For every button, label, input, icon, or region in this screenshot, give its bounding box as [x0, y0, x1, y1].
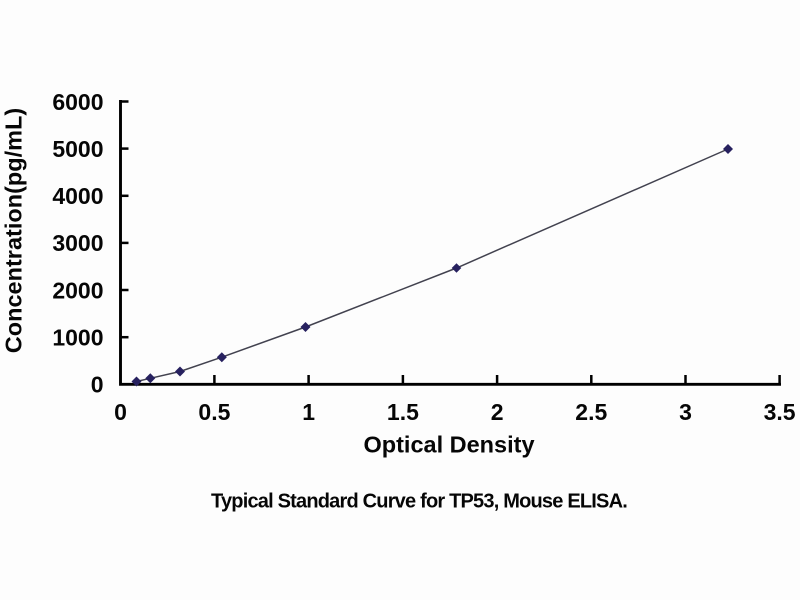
svg-text:0: 0 — [91, 372, 104, 398]
svg-text:3: 3 — [679, 399, 692, 425]
svg-text:Optical Density: Optical Density — [363, 432, 534, 458]
svg-text:6000: 6000 — [52, 89, 103, 115]
svg-text:Typical Standard Curve for TP5: Typical Standard Curve for TP53, Mouse E… — [211, 491, 627, 513]
svg-text:0.5: 0.5 — [198, 399, 230, 425]
svg-text:2000: 2000 — [52, 277, 103, 303]
svg-text:0: 0 — [114, 399, 127, 425]
svg-text:1: 1 — [302, 399, 315, 425]
svg-text:4000: 4000 — [52, 183, 103, 209]
svg-text:Concentration(pg/mL): Concentration(pg/mL) — [1, 108, 27, 353]
svg-text:2: 2 — [491, 399, 504, 425]
svg-text:3000: 3000 — [52, 230, 103, 256]
svg-text:2.5: 2.5 — [575, 399, 607, 425]
svg-text:3.5: 3.5 — [764, 399, 796, 425]
svg-text:5000: 5000 — [52, 136, 103, 162]
svg-text:1000: 1000 — [52, 325, 103, 351]
svg-text:1.5: 1.5 — [387, 399, 419, 425]
